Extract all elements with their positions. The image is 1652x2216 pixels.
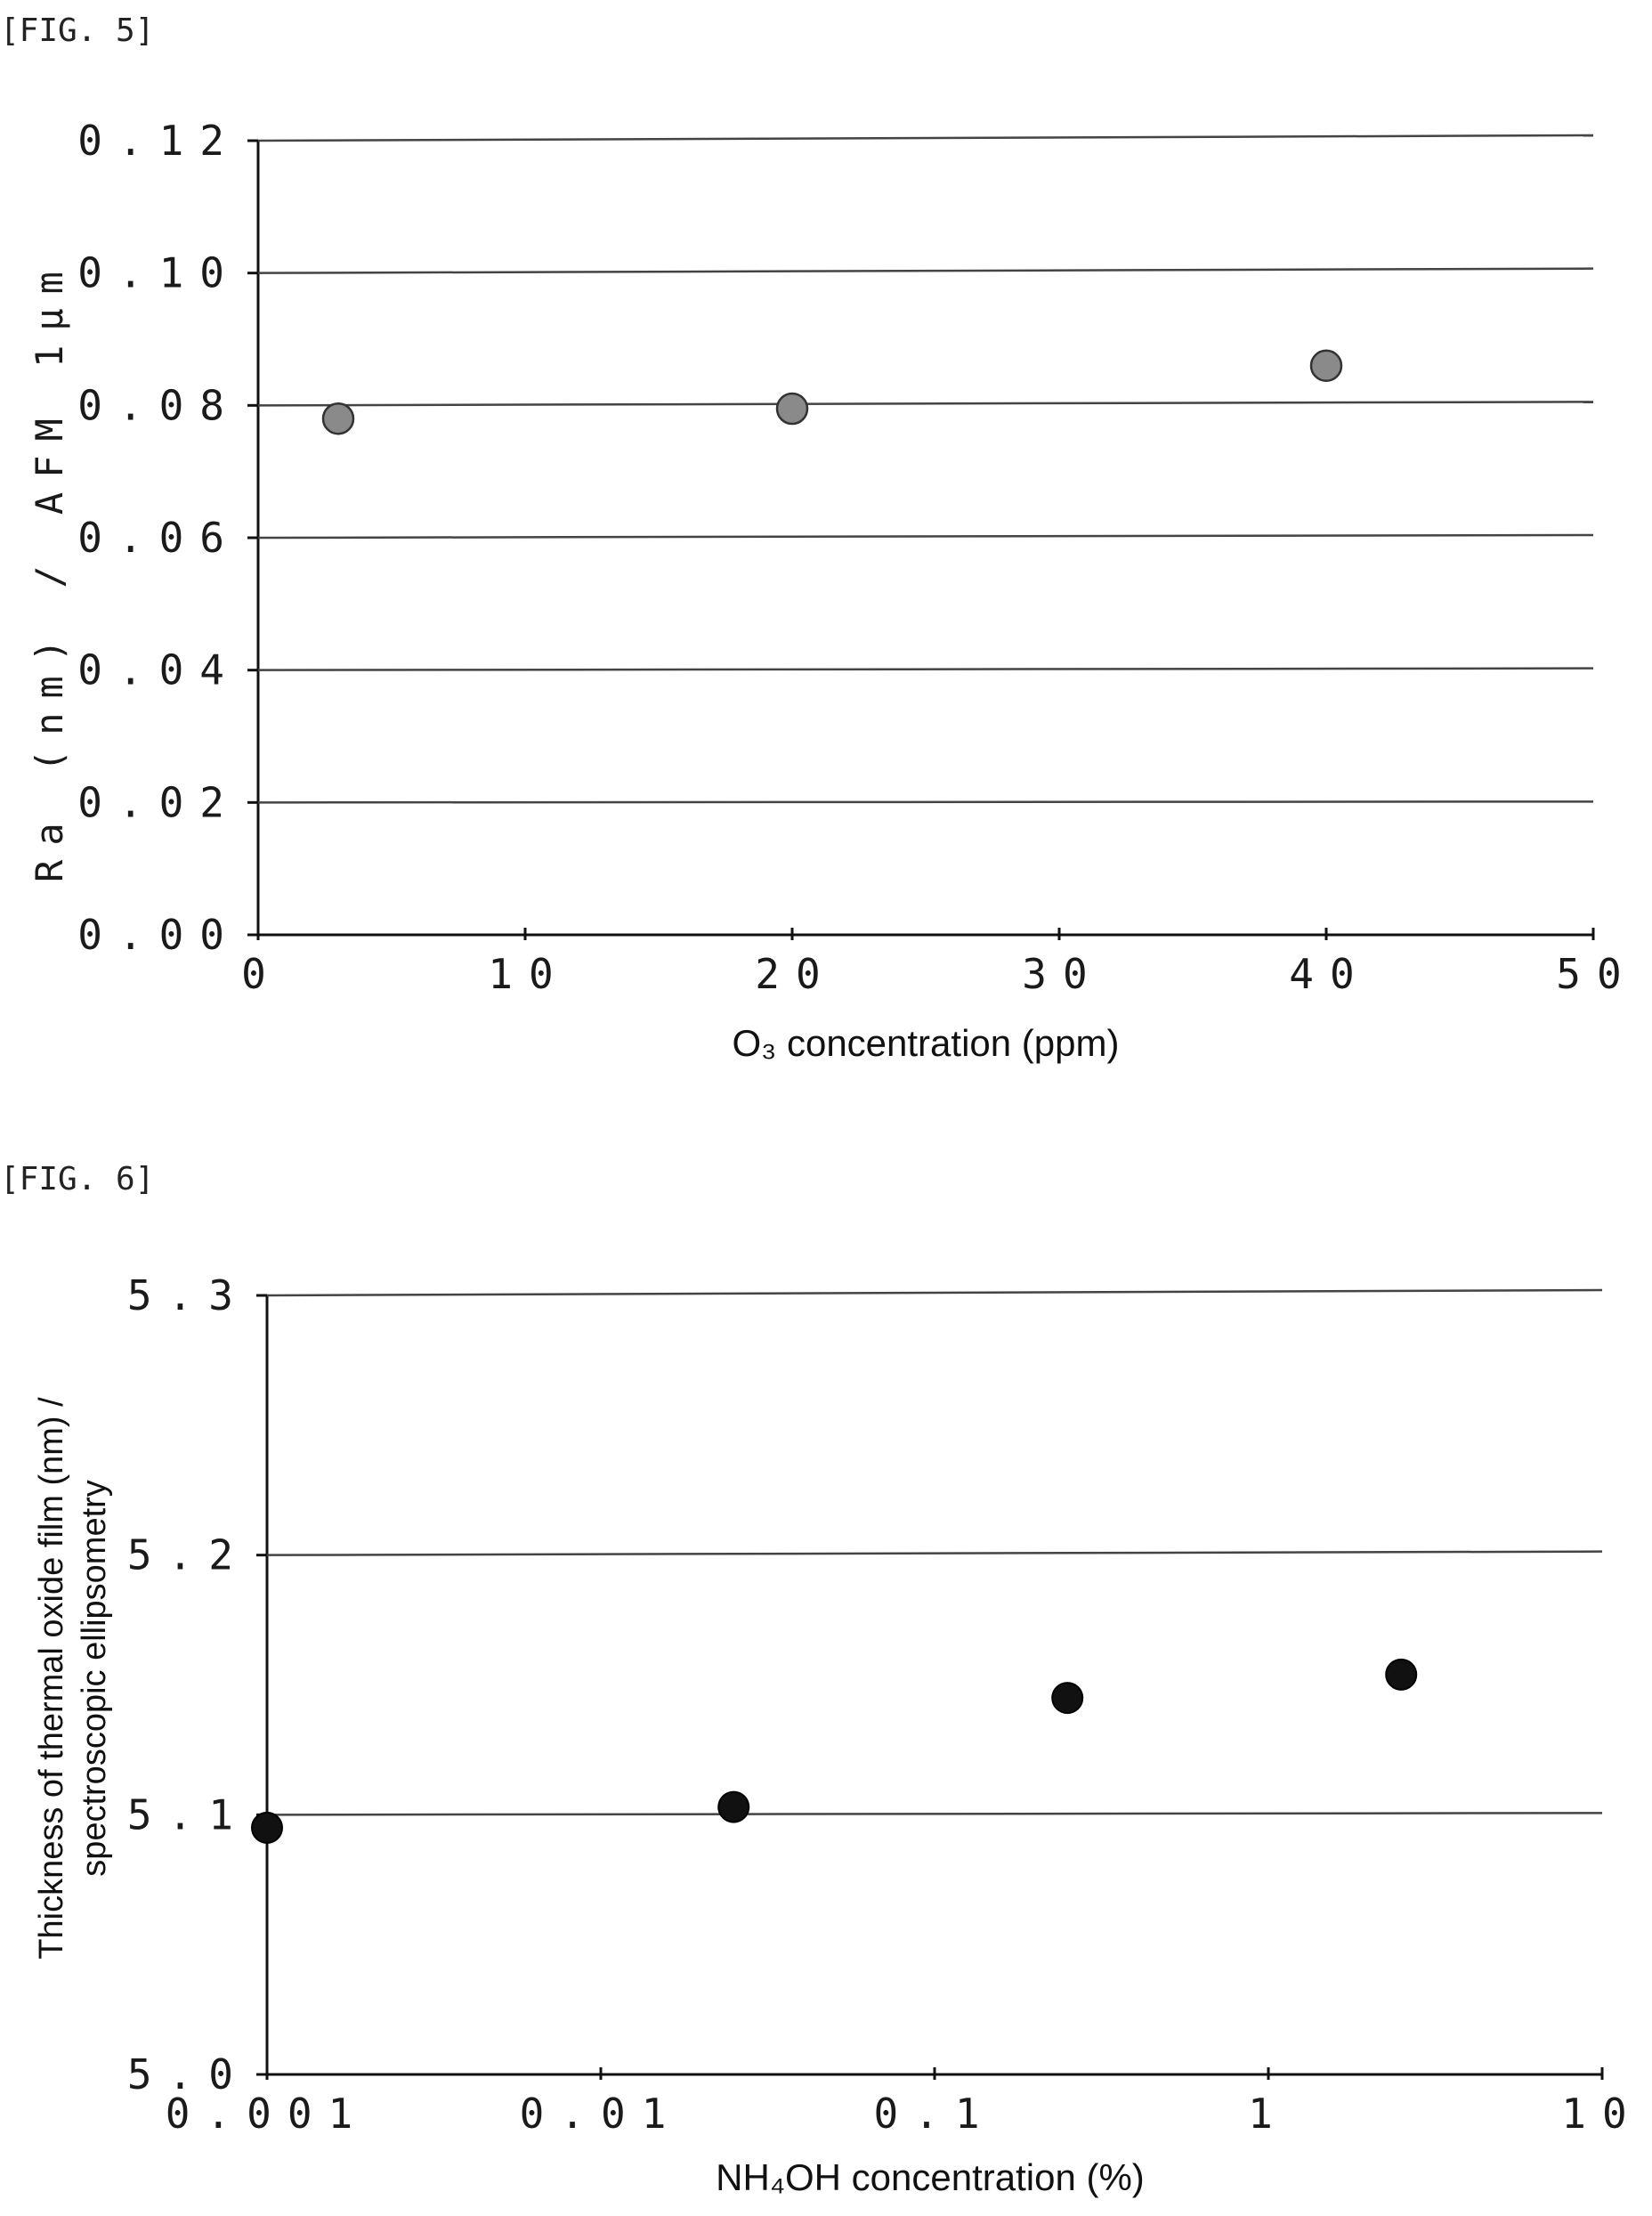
fig6-y-tick-label: 5.3 (127, 1271, 249, 1319)
fig6-data-point (251, 1811, 283, 1844)
fig5-x-axis-title: O₃ concentration (ppm) (733, 1022, 1120, 1064)
fig6-y-tick-label: 5.1 (127, 1790, 249, 1839)
fig5-gridline (257, 401, 1594, 407)
fig6-gridline (266, 1812, 1603, 1816)
fig5-x-tick-label: 10 (488, 950, 569, 998)
fig6-data-point (1385, 1658, 1418, 1691)
fig5-x-tick-label: 0 (241, 950, 282, 998)
fig5-x-tick-labels: 0 10 20 30 40 50 (241, 950, 1637, 998)
fig6-x-tick-labels: 0.001 0.01 0.1 1 10 (166, 2090, 1642, 2138)
fig6-y-tick-labels: 5.0 5.1 5.2 5.3 (127, 1271, 249, 2098)
fig5-data-point (321, 402, 355, 435)
fig5-data-points (321, 349, 1343, 435)
fig5-y-axis-title: Ra (nm) / AFM 1μm (28, 257, 71, 882)
fig6-y-tick-label: 5.0 (127, 2050, 249, 2098)
fig6-x-tick-label: 10 (1561, 2090, 1642, 2138)
fig6-x-axis-title: NH₄OH concentration (%) (716, 2156, 1145, 2198)
fig6-x-tick-label: 1 (1248, 2090, 1289, 2138)
fig6-y-axis-title-line1: Thickness of thermal oxide film (nm) / (33, 1397, 70, 1960)
fig6-data-point (1051, 1682, 1084, 1715)
fig5-gridline (257, 134, 1594, 142)
fig6-y-axis-title-line2: spectroscopic ellipsometry (76, 1480, 113, 1877)
fig5-gridline (257, 533, 1594, 540)
fig5-y-tick-label: 0.10 (77, 249, 240, 297)
fig6-x-tick-label: 0.001 (166, 2090, 368, 2138)
fig5-y-tick-label: 0.08 (77, 381, 240, 429)
fig5-y-tick-label: 0.02 (77, 778, 240, 826)
fig5-x-tick-label: 20 (755, 950, 836, 998)
fig5-gridline (257, 800, 1594, 804)
figure-6: [FIG. 6] 5.0 5.1 5.2 5.3 0.001 0.01 0.1 1 10 NH… (0, 1161, 1642, 2198)
fig5-y-tick-label: 0.00 (77, 911, 240, 959)
figure-5-label: [FIG. 5] (0, 12, 154, 49)
fig5-plot-frame (256, 141, 1595, 940)
fig5-y-tick-labels: 0.00 0.02 0.04 0.06 0.08 0.10 0.12 (77, 117, 240, 959)
fig6-gridline (266, 1288, 1603, 1297)
fig6-y-tick-label: 5.2 (127, 1531, 249, 1579)
fig5-gridline (257, 667, 1594, 671)
fig6-data-points (251, 1658, 1418, 1844)
fig6-gridline (266, 1550, 1603, 1556)
figure-6-label: [FIG. 6] (0, 1161, 154, 1197)
fig5-y-tick-label: 0.12 (77, 117, 240, 165)
fig5-gridline (257, 267, 1594, 274)
fig5-y-tick-label: 0.06 (77, 514, 240, 562)
figure-5: [FIG. 5] 0.00 0.02 0.04 0.06 0.08 0.10 0.12 0 1… (0, 12, 1637, 1064)
fig5-x-tick-label: 50 (1556, 950, 1637, 998)
fig6-gridlines (256, 1288, 1604, 2080)
fig6-x-tick-label: 0.01 (520, 2090, 683, 2138)
fig5-x-tick-label: 40 (1289, 950, 1370, 998)
fig5-y-tick-label: 0.04 (77, 646, 240, 694)
fig5-data-point (775, 392, 809, 426)
fig5-x-tick-label: 30 (1022, 950, 1103, 998)
fig5-data-point (1309, 349, 1343, 382)
fig5-gridlines (247, 134, 1595, 940)
fig6-data-point (717, 1790, 750, 1823)
fig6-x-tick-label: 0.1 (873, 2090, 995, 2138)
